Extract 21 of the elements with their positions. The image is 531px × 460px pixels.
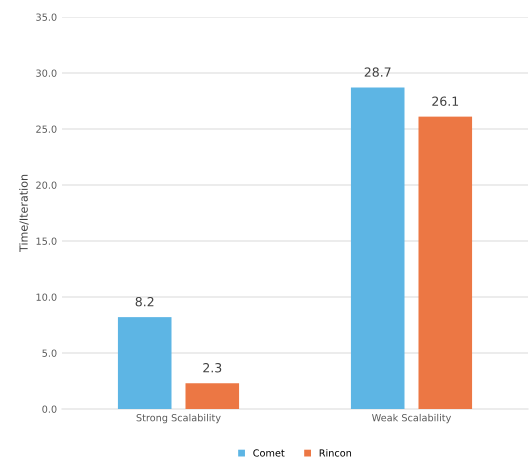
data-label: 28.7 bbox=[364, 67, 391, 77]
y-tick-label: 0.0 bbox=[42, 405, 56, 413]
y-tick-label: 5.0 bbox=[42, 349, 56, 357]
y-tick-label: 10.0 bbox=[36, 293, 56, 301]
data-label: 26.1 bbox=[432, 96, 458, 106]
legend-label: Comet bbox=[253, 449, 285, 457]
y-tick-label: 35.0 bbox=[36, 13, 56, 21]
data-label: 8.2 bbox=[136, 296, 154, 306]
y-tick-label: 25.0 bbox=[36, 125, 56, 133]
data-label: 2.3 bbox=[203, 363, 222, 372]
y-tick-label: 30.0 bbox=[36, 69, 56, 77]
x-tick-label: Weak Scalability bbox=[372, 414, 452, 424]
bar bbox=[350, 88, 405, 409]
bar bbox=[118, 317, 172, 409]
bar bbox=[418, 116, 472, 409]
x-tick-label: Strong Scalability bbox=[136, 414, 221, 424]
bar bbox=[185, 383, 240, 409]
y-tick-label: 20.0 bbox=[36, 181, 56, 189]
y-tick-label: 15.0 bbox=[36, 237, 56, 245]
y-axis-title: Time/Iteration bbox=[19, 174, 29, 252]
legend-label: Rincon bbox=[320, 449, 352, 457]
